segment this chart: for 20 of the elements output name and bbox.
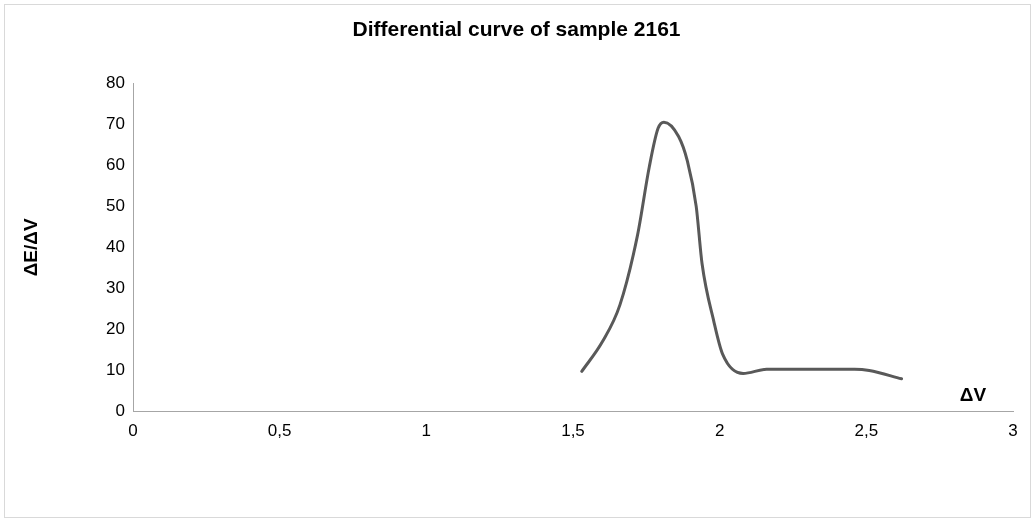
y-tick-label: 20	[106, 319, 125, 339]
y-tick-label: 40	[106, 237, 125, 257]
y-tick-label: 0	[115, 401, 125, 421]
x-tick-label: 3	[1008, 421, 1018, 441]
x-tick-label: 1,5	[561, 421, 585, 441]
x-tick-label: 2	[714, 421, 725, 441]
x-tick-label: 0	[128, 421, 138, 441]
y-tick-label: 80	[106, 72, 125, 92]
y-tick-label: 50	[106, 196, 125, 216]
y-axis-title: ΔE/ΔV	[19, 218, 41, 277]
line-series	[580, 120, 904, 381]
x-tick-label: 1	[421, 421, 432, 441]
x-axis-title: ΔV	[959, 384, 987, 406]
x-tick-label: 0,5	[267, 421, 292, 441]
y-tick-label: 30	[106, 278, 125, 298]
y-tick-label: 10	[106, 360, 125, 380]
x-tick-label: 2,5	[854, 421, 879, 441]
y-tick-label: 70	[106, 113, 125, 133]
y-tick-label: 60	[106, 154, 125, 174]
chart-title: Differential curve of sample 2161	[352, 17, 681, 41]
